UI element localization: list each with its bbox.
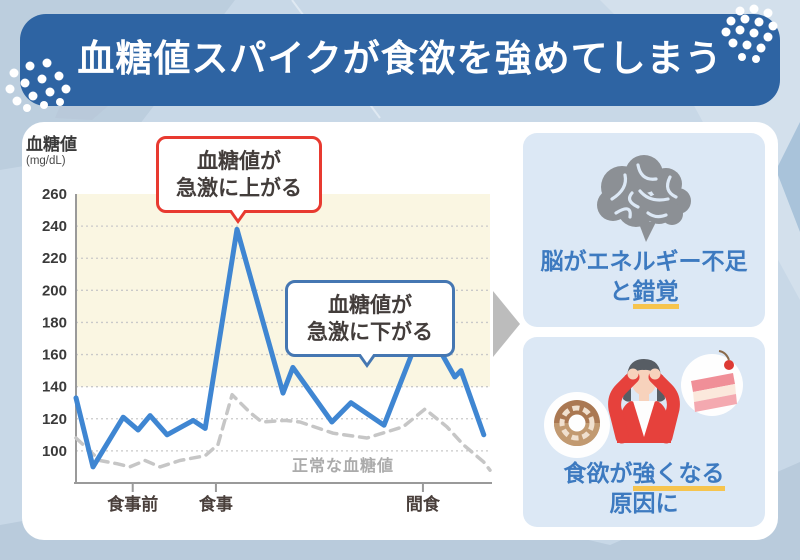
y-tick-label: 220 <box>42 250 67 267</box>
craving-illustration <box>544 350 743 458</box>
callout-up-line1: 血糖値が <box>197 149 281 173</box>
x-tick-label: 食事前 <box>107 494 158 514</box>
x-tick-label: 間食 <box>406 494 441 514</box>
craving-card: 食欲が強くなる 原因に <box>523 337 765 527</box>
normal-line-label: 正常な血糖値 <box>291 458 394 475</box>
highlighted-text: 強くなる <box>632 461 725 491</box>
y-tick-label: 160 <box>42 347 67 364</box>
brain-text-line1: 脳がエネルギー不足 <box>540 249 748 274</box>
brain-card: 脳がエネルギー不足 と錯覚 <box>523 133 765 327</box>
y-axis-unit: (mg/dL) <box>26 154 66 167</box>
brain-text-line2: と錯覚 <box>523 277 765 309</box>
cake-icon <box>681 350 743 416</box>
craving-card-text: 食欲が強くなる 原因に <box>523 459 765 519</box>
craving-text-line2: 原因に <box>609 491 679 516</box>
x-tick-label: 食事 <box>199 494 233 514</box>
y-tick-label: 200 <box>42 282 67 299</box>
callout-down-line1: 血糖値が <box>328 293 412 317</box>
callout-spike-up: 血糖値が 急激に上がる <box>156 136 322 224</box>
y-axis-title-text: 血糖値 <box>26 135 77 154</box>
brain-card-text: 脳がエネルギー不足 と錯覚 <box>523 247 765 309</box>
arrow-right-icon <box>493 291 520 357</box>
y-tick-label: 140 <box>42 379 67 396</box>
title-banner: 血糖値スパイクが食欲を強めてしまう <box>20 14 780 106</box>
series-normal-blood-sugar <box>74 392 492 472</box>
callout-up-line2: 急激に上がる <box>176 176 302 200</box>
woman-figure <box>608 359 680 444</box>
page-title: 血糖値スパイクが食欲を強めてしまう <box>77 39 723 80</box>
highlighted-text: 錯覚 <box>632 279 679 309</box>
callout-down-line2: 急激に下がる <box>307 320 433 344</box>
y-tick-label: 260 <box>42 186 67 203</box>
y-tick-label: 120 <box>42 411 67 428</box>
callout-spike-down: 血糖値が 急激に下がる <box>285 280 455 368</box>
donut-icon <box>544 392 610 458</box>
craving-text-line1: 食欲が強くなる <box>523 459 765 491</box>
brain-icon <box>597 155 691 242</box>
y-tick-label: 180 <box>42 314 67 331</box>
y-tick-label: 240 <box>42 218 67 235</box>
y-axis-title: 血糖値 (mg/dL) <box>26 135 77 167</box>
y-tick-label: 100 <box>42 443 67 460</box>
